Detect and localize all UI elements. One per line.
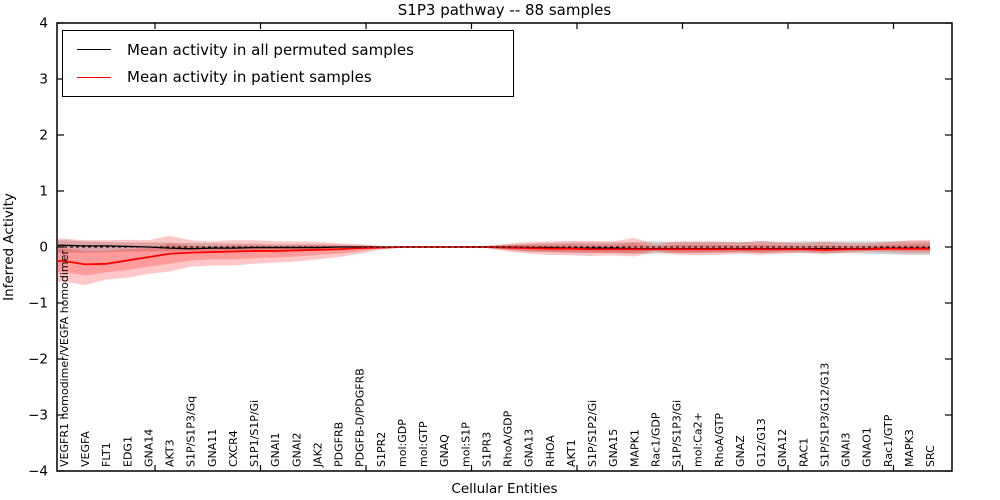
x-tick-label: GNAI2 <box>290 432 303 467</box>
x-axis-label: Cellular Entities <box>451 481 558 497</box>
y-tick-label: 0 <box>39 240 48 256</box>
x-tick-label: GNAO1 <box>861 427 874 467</box>
x-tick-label: S1P/S1P2/Gi <box>586 400 599 467</box>
legend-label-patient: Mean activity in patient samples <box>127 68 372 87</box>
x-tick-label: GNA13 <box>523 429 536 467</box>
x-tick-label: PDGFRB <box>333 422 346 467</box>
legend-item-permuted: Mean activity in all permuted samples <box>77 41 513 59</box>
x-tick-label: S1PR3 <box>480 432 493 467</box>
x-tick-label: GNAI3 <box>840 432 853 467</box>
y-tick-label: 4 <box>39 16 48 32</box>
x-tick-label: RHOA <box>544 435 557 467</box>
x-tick-label: S1PR2 <box>375 432 388 467</box>
x-tick-label: GNAZ <box>734 435 747 467</box>
x-tick-label: GNA12 <box>776 429 789 467</box>
x-tick-label: MAPK3 <box>903 429 916 467</box>
x-tick-label: PDGFB-D/PDGFRB <box>354 368 367 467</box>
x-tick-label: GNAI1 <box>269 432 282 467</box>
x-tick-label: mol:S1P <box>459 422 472 467</box>
legend-label-permuted: Mean activity in all permuted samples <box>127 40 414 59</box>
x-tick-label: JAK2 <box>311 442 324 468</box>
x-tick-label: FLT1 <box>100 442 113 467</box>
y-axis-label: Inferred Activity <box>1 193 17 301</box>
x-tick-label: mol:Ca2+ <box>692 412 705 467</box>
x-tick-label: S1P/S1P3/Gq <box>185 396 198 467</box>
x-tick-label: RhoA/GDP <box>502 410 515 467</box>
y-tick-label: −4 <box>28 464 48 480</box>
legend-item-patient: Mean activity in patient samples <box>77 68 513 86</box>
x-tick-label: EDG1 <box>121 436 134 467</box>
legend-line-sample-black <box>77 49 111 51</box>
x-tick-label: GNA11 <box>206 429 219 467</box>
x-tick-label: Rac1/GDP <box>649 412 662 467</box>
x-tick-label: MAPK1 <box>628 429 641 467</box>
x-tick-label: GNAQ <box>438 434 451 467</box>
x-tick-label: AKT1 <box>565 439 578 467</box>
x-tick-label: AKT3 <box>164 439 177 467</box>
y-tick-label: −2 <box>28 352 48 368</box>
x-tick-label: CXCR4 <box>227 430 240 467</box>
x-tick-label: S1P1/S1P/Gi <box>248 400 261 467</box>
x-tick-label: mol:GDP <box>396 419 409 467</box>
x-tick-label: GNA14 <box>142 429 155 467</box>
x-tick-label: S1P/S1P3/G12/G13 <box>818 363 831 467</box>
y-tick-label: −3 <box>28 408 48 424</box>
y-tick-label: 2 <box>39 128 48 144</box>
x-tick-label: RhoA/GTP <box>713 413 726 467</box>
x-tick-label: S1P/S1P3/Gi <box>671 400 684 467</box>
legend-line-sample-red <box>77 76 111 78</box>
y-tick-label: 3 <box>39 72 48 88</box>
legend: Mean activity in all permuted samples Me… <box>62 30 514 97</box>
x-tick-label: GNA15 <box>607 429 620 467</box>
x-tick-label: VEGFR1 homodimer/VEGFA homodimer <box>58 250 71 467</box>
y-tick-label: −1 <box>28 296 48 312</box>
x-tick-label: mol:GTP <box>417 421 430 467</box>
x-tick-label: SRC <box>924 445 937 467</box>
x-tick-label: G12/G13 <box>755 418 768 467</box>
x-tick-label: VEGFA <box>79 431 92 467</box>
x-tick-label: RAC1 <box>797 438 810 467</box>
y-tick-label: 1 <box>39 184 48 200</box>
chart-title: S1P3 pathway -- 88 samples <box>397 1 612 19</box>
x-tick-label: Rac1/GTP <box>882 414 895 467</box>
